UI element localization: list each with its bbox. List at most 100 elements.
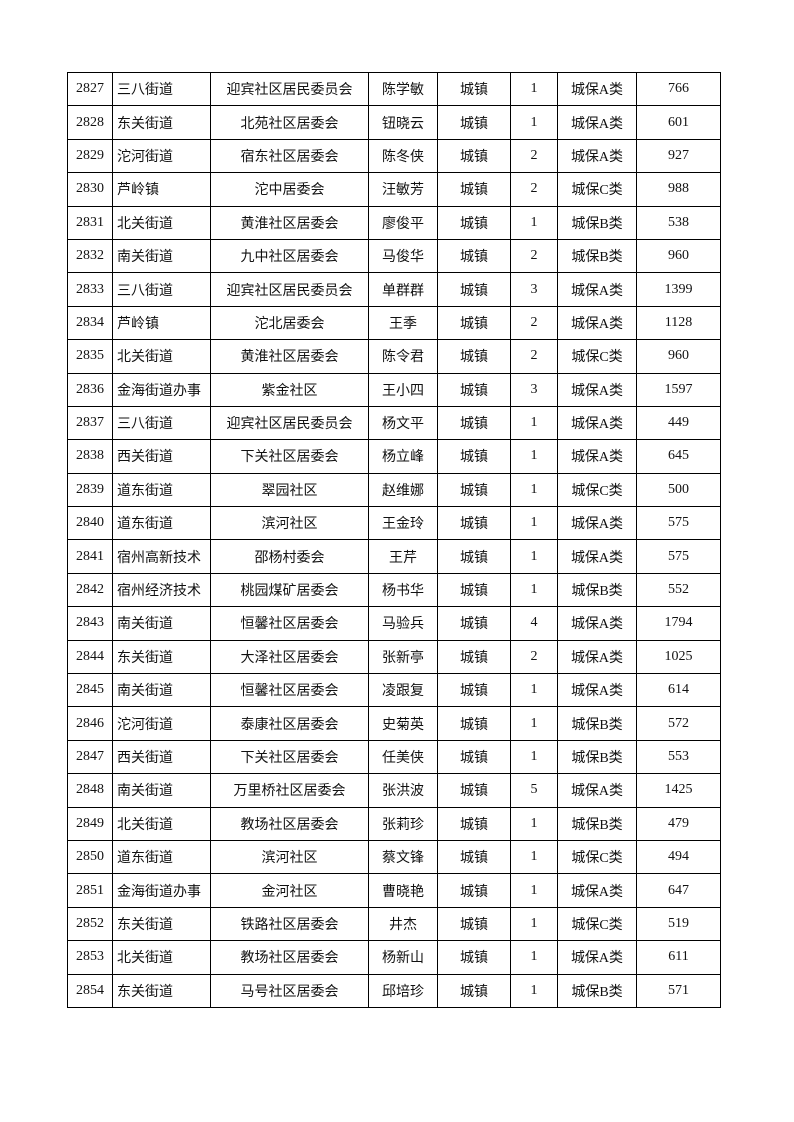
- table-row: 2841 宿州高新技术 邵杨村委会 王芹 城镇 1 城保A类 575: [67, 539, 721, 574]
- community: 北苑社区居委会: [210, 105, 369, 140]
- amount: 1399: [636, 272, 721, 307]
- household-count: 1: [510, 205, 558, 240]
- street: 三八街道: [112, 272, 211, 307]
- person-name: 曹晓艳: [368, 873, 438, 908]
- row-id: 2841: [67, 539, 113, 574]
- community: 铁路社区居委会: [210, 906, 369, 942]
- community: 沱中居委会: [210, 172, 369, 207]
- household-count: 3: [510, 272, 558, 307]
- community: 教场社区居委会: [210, 806, 369, 841]
- area-type: 城镇: [437, 940, 511, 975]
- street: 西关街道: [112, 439, 211, 474]
- insurance-class: 城保A类: [557, 773, 637, 808]
- street: 道东街道: [112, 506, 211, 541]
- row-id: 2840: [67, 506, 113, 541]
- street: 北关街道: [112, 339, 211, 374]
- household-count: 1: [510, 673, 558, 708]
- amount: 611: [636, 940, 721, 975]
- community: 恒馨社区居委会: [210, 606, 369, 641]
- street: 宿州高新技术: [112, 539, 211, 574]
- person-name: 张莉珍: [368, 806, 438, 841]
- row-id: 2831: [67, 205, 113, 240]
- amount: 1128: [636, 305, 721, 341]
- person-name: 单群群: [368, 272, 438, 307]
- person-name: 钮晓云: [368, 105, 438, 140]
- row-id: 2854: [67, 973, 113, 1008]
- community: 迎宾社区居民委员会: [210, 272, 369, 307]
- person-name: 陈学敏: [368, 71, 438, 107]
- street: 南关街道: [112, 238, 211, 274]
- row-id: 2835: [67, 339, 113, 374]
- household-count: 1: [510, 873, 558, 908]
- street: 南关街道: [112, 673, 211, 708]
- insurance-class: 城保A类: [557, 71, 637, 107]
- row-id: 2852: [67, 906, 113, 942]
- area-type: 城镇: [437, 205, 511, 240]
- amount: 647: [636, 873, 721, 908]
- insurance-class: 城保C类: [557, 839, 637, 875]
- community: 下关社区居委会: [210, 439, 369, 474]
- insurance-class: 城保C类: [557, 906, 637, 942]
- community: 沱北居委会: [210, 305, 369, 341]
- person-name: 王金玲: [368, 506, 438, 541]
- insurance-class: 城保A类: [557, 372, 637, 407]
- table-row: 2853 北关街道 教场社区居委会 杨新山 城镇 1 城保A类 611: [67, 940, 721, 975]
- amount: 1597: [636, 372, 721, 407]
- amount: 601: [636, 105, 721, 140]
- row-id: 2846: [67, 706, 113, 741]
- area-type: 城镇: [437, 305, 511, 341]
- household-count: 1: [510, 71, 558, 107]
- row-id: 2850: [67, 839, 113, 875]
- street: 道东街道: [112, 472, 211, 508]
- row-id: 2838: [67, 439, 113, 474]
- area-type: 城镇: [437, 339, 511, 374]
- community: 黄淮社区居委会: [210, 205, 369, 240]
- row-id: 2834: [67, 305, 113, 341]
- street: 道东街道: [112, 839, 211, 875]
- community: 翠园社区: [210, 472, 369, 508]
- community: 宿东社区居委会: [210, 138, 369, 174]
- household-count: 1: [510, 439, 558, 474]
- area-type: 城镇: [437, 439, 511, 474]
- household-count: 1: [510, 506, 558, 541]
- area-type: 城镇: [437, 873, 511, 908]
- community: 桃园煤矿居委会: [210, 572, 369, 608]
- insurance-class: 城保A类: [557, 272, 637, 307]
- area-type: 城镇: [437, 572, 511, 608]
- person-name: 杨文平: [368, 405, 438, 441]
- row-id: 2844: [67, 639, 113, 675]
- person-name: 杨立峰: [368, 439, 438, 474]
- area-type: 城镇: [437, 639, 511, 675]
- amount: 960: [636, 238, 721, 274]
- person-name: 王芹: [368, 539, 438, 574]
- community: 恒馨社区居委会: [210, 673, 369, 708]
- household-count: 2: [510, 172, 558, 207]
- insurance-class: 城保A类: [557, 105, 637, 140]
- table-row: 2830 芦岭镇 沱中居委会 汪敏芳 城镇 2 城保C类 988: [67, 172, 721, 207]
- area-type: 城镇: [437, 272, 511, 307]
- street: 东关街道: [112, 105, 211, 140]
- insurance-class: 城保A类: [557, 940, 637, 975]
- amount: 519: [636, 906, 721, 942]
- area-type: 城镇: [437, 773, 511, 808]
- household-count: 4: [510, 606, 558, 641]
- insurance-class: 城保C类: [557, 172, 637, 207]
- table-row: 2836 金海街道办事 紫金社区 王小四 城镇 3 城保A类 1597: [67, 372, 721, 407]
- person-name: 张新亭: [368, 639, 438, 675]
- row-id: 2839: [67, 472, 113, 508]
- person-name: 王小四: [368, 372, 438, 407]
- row-id: 2837: [67, 405, 113, 441]
- area-type: 城镇: [437, 172, 511, 207]
- amount: 552: [636, 572, 721, 608]
- street: 金海街道办事: [112, 873, 211, 908]
- table-row: 2829 沱河街道 宿东社区居委会 陈冬侠 城镇 2 城保A类 927: [67, 138, 721, 174]
- amount: 538: [636, 205, 721, 240]
- area-type: 城镇: [437, 839, 511, 875]
- area-type: 城镇: [437, 506, 511, 541]
- household-count: 2: [510, 305, 558, 341]
- community: 滨河社区: [210, 506, 369, 541]
- area-type: 城镇: [437, 606, 511, 641]
- row-id: 2827: [67, 71, 113, 107]
- insurance-class: 城保B类: [557, 205, 637, 240]
- household-count: 2: [510, 639, 558, 675]
